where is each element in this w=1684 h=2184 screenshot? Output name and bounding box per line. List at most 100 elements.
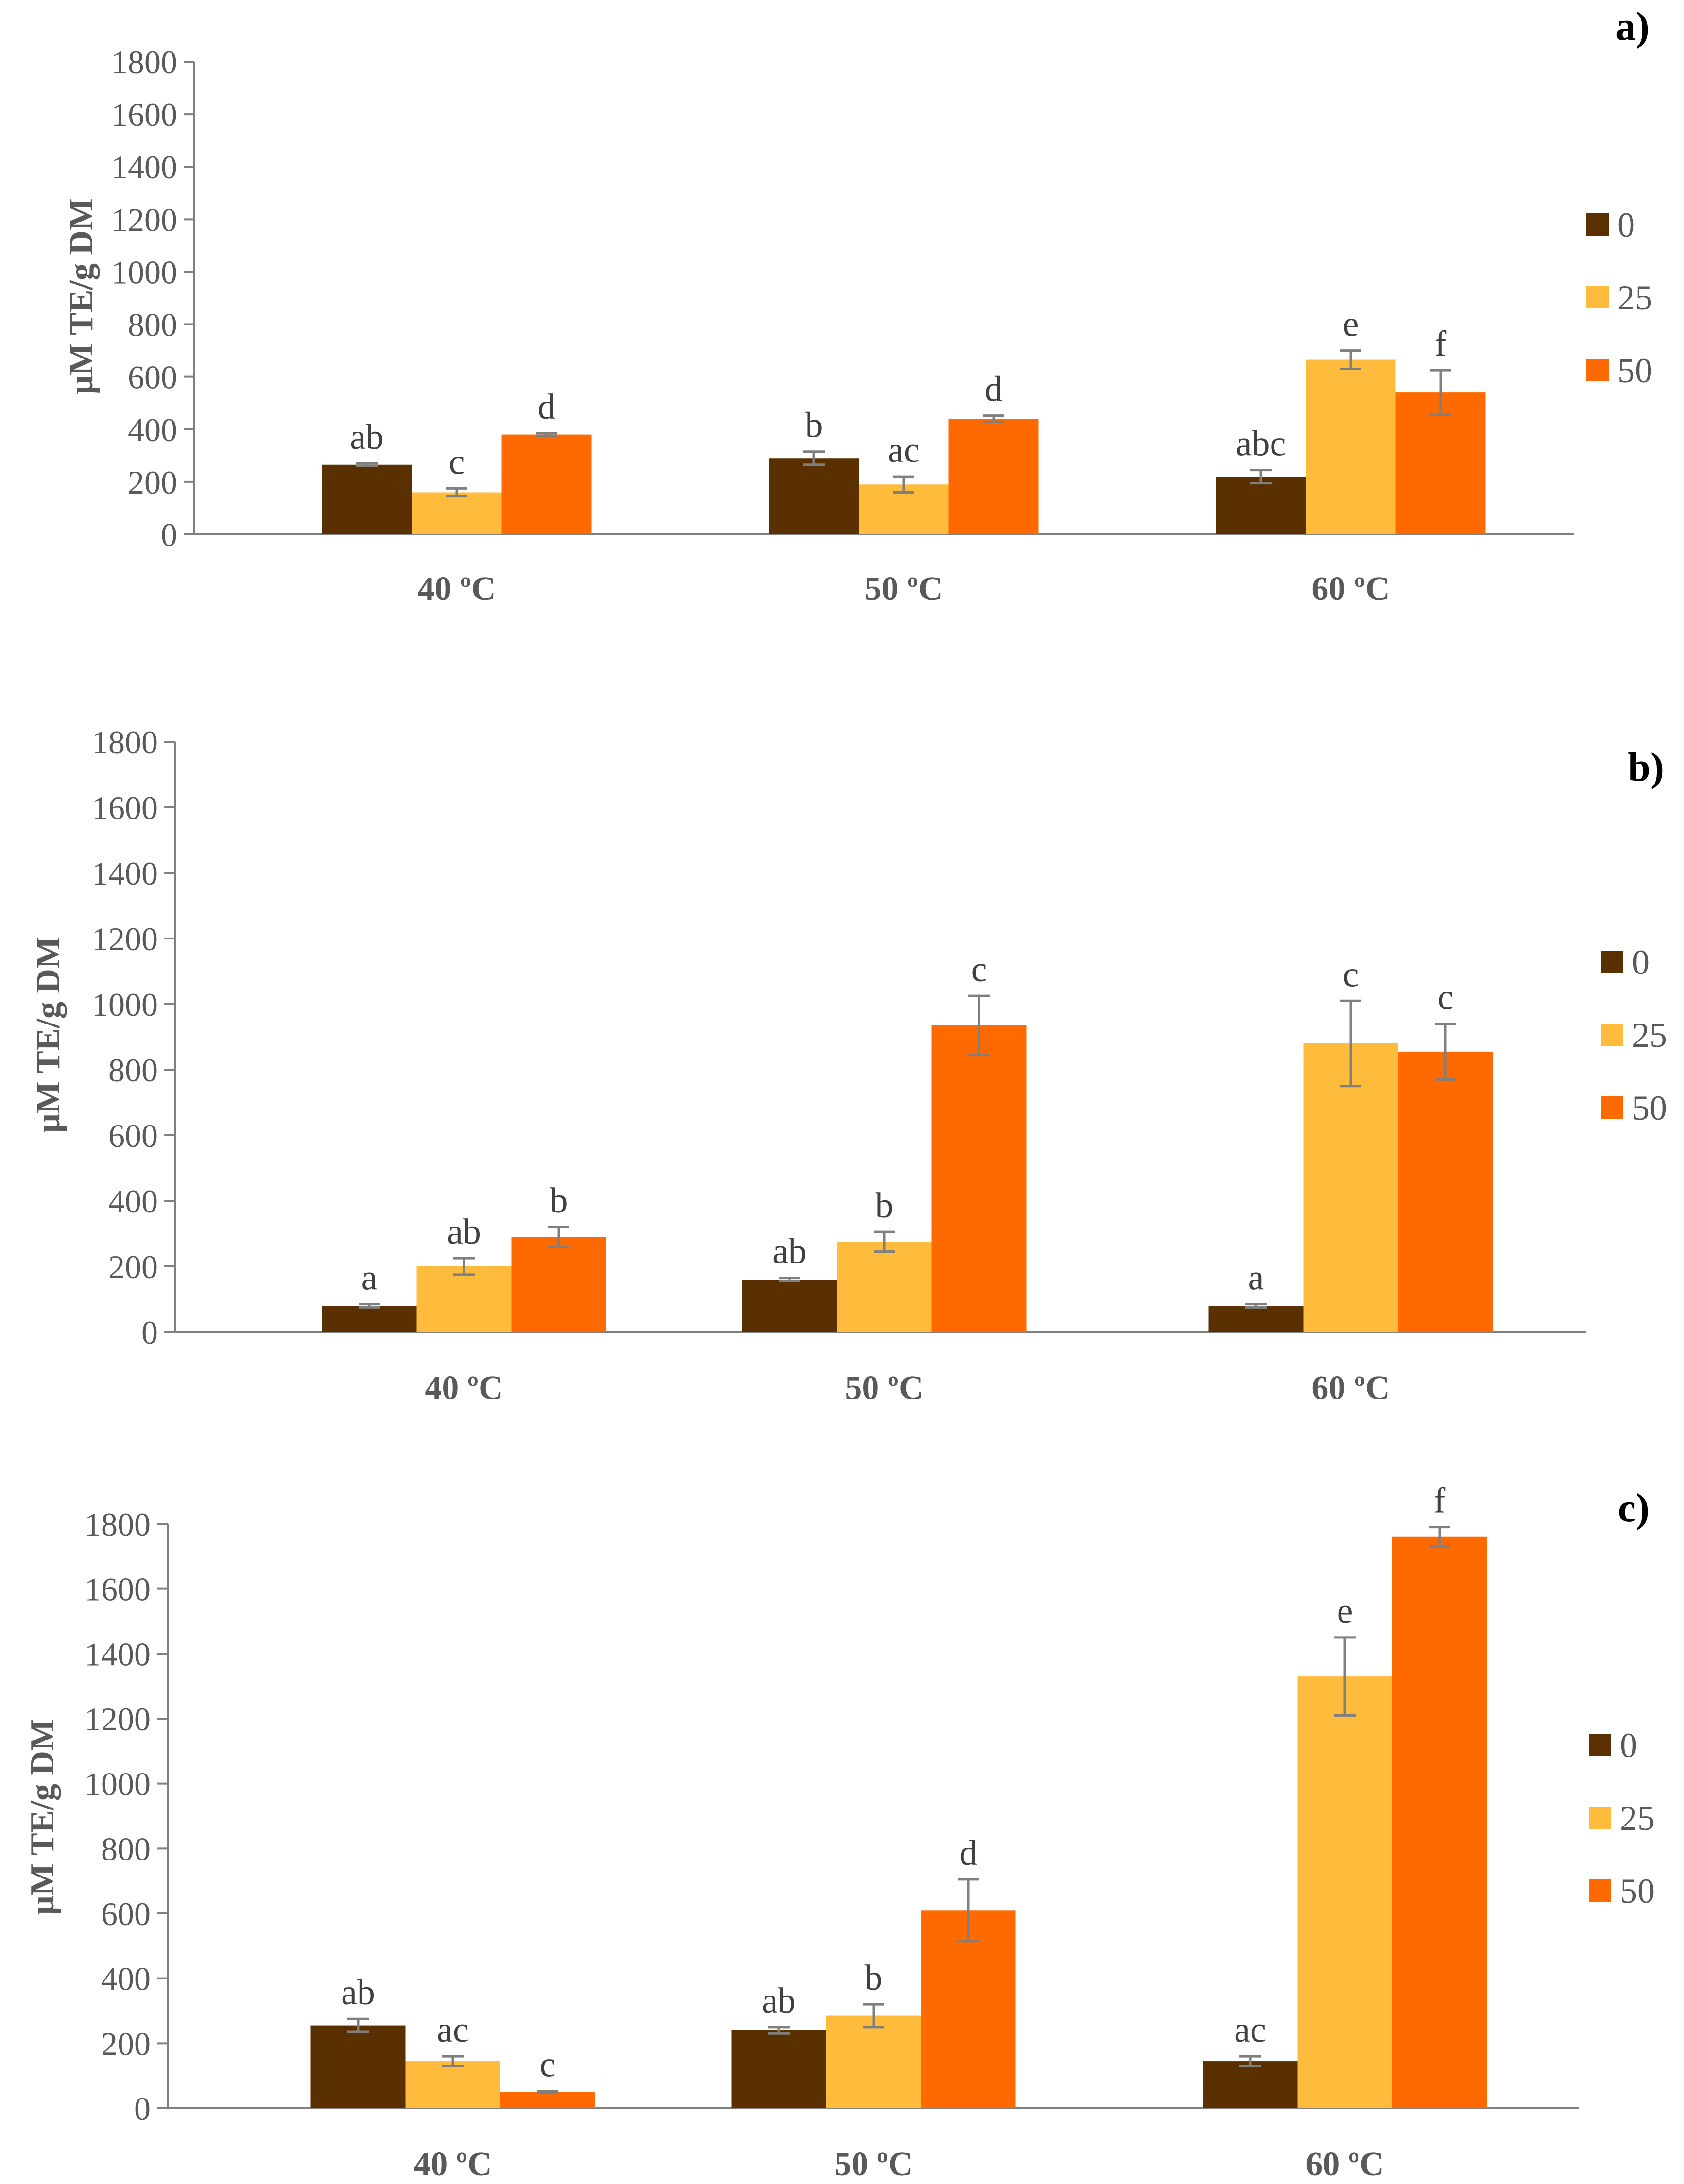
significance-label: ab <box>762 1981 796 2021</box>
bar-series-50 <box>948 419 1039 534</box>
legend-label-50: 50 <box>1632 1089 1667 1127</box>
panel-label: b) <box>1628 745 1664 790</box>
significance-label: c <box>971 950 987 990</box>
bar-series-50 <box>501 434 592 534</box>
legend-swatch-50 <box>1601 1096 1623 1119</box>
significance-label: d <box>960 1833 978 1873</box>
significance-label: ac <box>888 430 920 470</box>
legend-swatch-25 <box>1601 1024 1623 1046</box>
bar-series-50 <box>931 1025 1027 1332</box>
panel-c: 0 200 400 600 800 1000 1200 1400 1600 1800 μM TE/g… <box>24 1481 1655 2183</box>
panel-label: c) <box>1618 1485 1650 1531</box>
bar-series-0 <box>1203 2061 1298 2108</box>
y-tick-label: 800 <box>101 1830 151 1867</box>
legend-label-25: 25 <box>1617 278 1652 317</box>
y-tick-label: 1000 <box>111 254 177 290</box>
legend-swatch-0 <box>1586 213 1609 236</box>
significance-label: c <box>540 2045 556 2085</box>
legend-label-25: 25 <box>1620 1799 1655 1838</box>
significance-label: ab <box>447 1212 481 1252</box>
y-tick-label: 1800 <box>92 724 158 761</box>
panel-label: a) <box>1615 4 1650 49</box>
y-tick-label: 1000 <box>85 1766 151 1803</box>
legend-label-0: 0 <box>1620 1726 1637 1765</box>
y-tick-label: 1400 <box>111 149 177 186</box>
significance-label: abc <box>1236 424 1286 464</box>
legend-label-25: 25 <box>1632 1016 1667 1055</box>
y-tick-label: 1600 <box>85 1571 151 1608</box>
significance-label: ab <box>341 1973 375 2013</box>
y-tick-label: 600 <box>101 1895 151 1932</box>
legend-swatch-50 <box>1586 359 1609 381</box>
significance-label: b <box>805 406 823 445</box>
significance-label: b <box>876 1186 894 1226</box>
panel-a: 0 200 400 600 800 1000 1200 1400 1600 1800 μM TE/g… <box>63 4 1652 608</box>
bar-series-25 <box>826 2015 921 2108</box>
category-label: 50 ºC <box>834 2146 912 2182</box>
legend-swatch-25 <box>1589 1807 1611 1829</box>
y-tick-label: 800 <box>108 1052 158 1089</box>
y-tick-label: 1800 <box>85 1506 151 1543</box>
y-tick-label: 200 <box>128 464 177 501</box>
category-label: 60 ºC <box>1306 2146 1384 2182</box>
bar-series-0 <box>1208 1306 1304 1332</box>
bar-series-25 <box>405 2061 500 2108</box>
y-tick-label: 0 <box>161 516 177 553</box>
significance-label: d <box>538 387 556 427</box>
panel-b: 0 200 400 600 800 1000 1200 1400 1600 1800 μM TE/g… <box>30 724 1667 1407</box>
category-label: 40 ºC <box>425 1369 503 1407</box>
legend-swatch-0 <box>1589 1734 1611 1756</box>
y-tick-label: 800 <box>128 307 177 343</box>
category-label: 40 ºC <box>417 570 496 608</box>
y-tick-label: 1200 <box>85 1701 151 1738</box>
y-tick-label: 0 <box>141 1314 158 1351</box>
category-label: 60 ºC <box>1311 570 1390 608</box>
y-axis-label: μM TE/g DM <box>63 198 100 394</box>
y-tick-label: 1200 <box>92 921 158 957</box>
category-label: 60 ºC <box>1311 1369 1390 1407</box>
bar-series-25 <box>837 1242 932 1332</box>
bar-series-25 <box>412 492 502 534</box>
y-axis-label: μM TE/g DM <box>30 937 67 1133</box>
bar-series-50 <box>1395 392 1486 534</box>
significance-label: e <box>1343 305 1359 344</box>
y-tick-label: 200 <box>108 1248 158 1285</box>
significance-label: ac <box>1234 2010 1266 2050</box>
legend-swatch-0 <box>1601 951 1623 973</box>
bar-series-50 <box>1392 1536 1487 2108</box>
significance-label: d <box>985 370 1003 410</box>
bar-series-0 <box>310 2025 406 2108</box>
significance-label: f <box>1434 1481 1446 1521</box>
y-tick-label: 600 <box>108 1117 158 1154</box>
legend-swatch-25 <box>1586 286 1609 308</box>
significance-label: c <box>1343 955 1359 994</box>
bar-series-50 <box>511 1237 606 1332</box>
legend-label-50: 50 <box>1620 1872 1655 1911</box>
bar-series-25 <box>416 1266 512 1332</box>
y-tick-label: 1600 <box>92 789 158 826</box>
significance-label: c <box>1438 978 1454 1018</box>
significance-label: b <box>865 1958 883 1998</box>
y-tick-label: 1400 <box>92 855 158 892</box>
legend-swatch-50 <box>1589 1879 1611 1902</box>
y-axis-label: μM TE/g DM <box>24 1719 61 1915</box>
category-label: 40 ºC <box>413 2146 492 2182</box>
category-label: 50 ºC <box>864 570 943 608</box>
significance-label: ac <box>437 2010 469 2050</box>
y-tick-label: 1200 <box>111 201 177 238</box>
bar-series-25 <box>1306 359 1396 534</box>
bar-series-25 <box>1297 1676 1392 2108</box>
y-tick-label: 600 <box>128 359 177 396</box>
bar-series-0 <box>1216 477 1306 534</box>
significance-label: c <box>449 442 465 482</box>
bar-series-0 <box>322 1306 417 1332</box>
y-tick-label: 1000 <box>92 986 158 1023</box>
y-tick-label: 400 <box>128 411 177 448</box>
legend-label-50: 50 <box>1617 351 1652 390</box>
y-tick-label: 1600 <box>111 96 177 133</box>
category-label: 50 ºC <box>845 1369 923 1407</box>
significance-label: e <box>1337 1591 1353 1631</box>
bar-series-50 <box>500 2092 595 2108</box>
